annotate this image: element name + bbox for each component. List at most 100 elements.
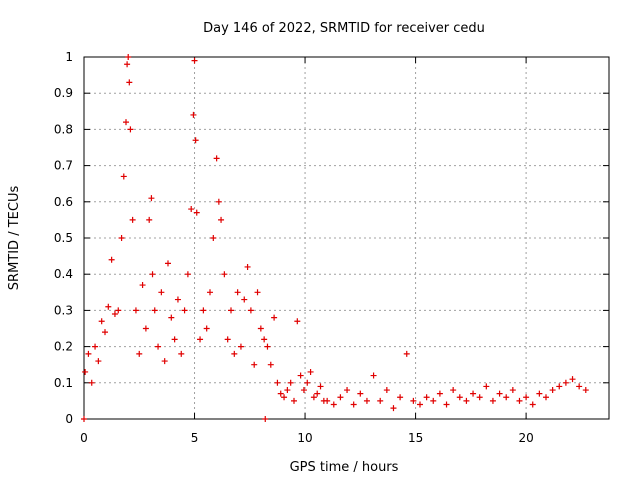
data-point — [197, 336, 204, 343]
x-tick-label: 10 — [297, 431, 312, 445]
data-point — [95, 358, 102, 365]
data-point — [383, 387, 390, 394]
data-point — [234, 289, 241, 296]
data-point — [476, 394, 483, 401]
data-point — [267, 361, 274, 368]
data-points — [81, 54, 589, 422]
data-point — [174, 296, 181, 303]
data-point — [123, 119, 129, 126]
data-point — [207, 289, 213, 296]
data-point — [105, 303, 112, 310]
data-point — [210, 235, 217, 241]
data-point — [562, 379, 569, 386]
data-point — [569, 376, 576, 383]
y-tick-label: 0.8 — [54, 122, 73, 136]
data-point — [324, 397, 331, 404]
data-point — [543, 394, 549, 401]
y-tick-label: 0.7 — [54, 159, 73, 173]
data-point — [228, 307, 234, 314]
data-point — [257, 325, 264, 332]
data-point — [294, 318, 301, 325]
data-point — [403, 350, 410, 357]
data-point — [120, 173, 127, 180]
data-point — [148, 195, 155, 202]
data-point — [430, 397, 437, 404]
data-point — [261, 336, 268, 343]
data-point — [155, 343, 162, 350]
data-point — [193, 209, 200, 216]
data-point — [184, 271, 191, 278]
data-point — [503, 394, 510, 401]
data-point — [221, 271, 228, 278]
data-point — [190, 111, 197, 118]
x-tick-label: 5 — [191, 431, 199, 445]
data-point — [417, 401, 423, 408]
grid-lines — [84, 57, 609, 419]
data-point — [397, 394, 404, 401]
data-point — [254, 289, 261, 296]
data-point — [115, 307, 122, 314]
data-point — [244, 263, 251, 270]
data-point — [436, 390, 443, 397]
data-point — [529, 401, 536, 408]
data-point — [344, 387, 351, 394]
data-point — [274, 379, 281, 386]
data-point — [188, 206, 195, 213]
data-point — [370, 372, 377, 379]
data-point — [218, 216, 225, 223]
data-point — [139, 282, 146, 289]
y-tick-label: 0.1 — [54, 376, 73, 390]
data-point — [509, 387, 516, 394]
data-point — [310, 394, 317, 401]
data-point — [149, 271, 156, 278]
data-point — [200, 307, 207, 314]
data-point — [330, 401, 337, 408]
data-point — [124, 61, 131, 68]
data-point — [363, 397, 370, 404]
data-point — [215, 198, 222, 205]
data-point — [264, 343, 271, 350]
data-point — [129, 216, 136, 223]
y-tick-label: 0.5 — [54, 231, 73, 245]
x-tick-label: 0 — [80, 431, 88, 445]
data-point — [582, 387, 589, 394]
data-point — [118, 235, 125, 241]
data-point — [287, 379, 294, 386]
data-point — [125, 54, 132, 60]
x-tick-label: 15 — [408, 431, 423, 445]
y-tick-label: 0.3 — [54, 303, 73, 317]
axis-ticks: 00.10.20.30.40.50.60.70.80.910 5 10 15 20 — [54, 50, 609, 445]
data-point — [126, 79, 133, 86]
data-point — [161, 358, 168, 365]
data-point — [536, 390, 543, 397]
data-point — [350, 401, 357, 408]
data-point — [151, 307, 158, 314]
data-point — [377, 397, 384, 404]
data-point — [102, 329, 108, 336]
data-point — [168, 314, 175, 321]
data-point — [463, 397, 470, 404]
data-point — [191, 57, 198, 64]
data-point — [247, 307, 254, 314]
data-point — [108, 256, 115, 263]
data-point — [111, 311, 118, 318]
data-point — [300, 387, 307, 394]
data-point — [523, 394, 530, 401]
data-point — [549, 387, 556, 394]
data-point — [483, 383, 490, 390]
data-point — [317, 383, 324, 390]
y-tick-label: 0.6 — [54, 195, 73, 209]
y-tick-label: 0.2 — [54, 340, 73, 354]
data-point — [82, 368, 89, 375]
data-point — [127, 126, 134, 133]
y-tick-label: 0.9 — [54, 86, 73, 100]
data-point — [443, 401, 450, 408]
data-point — [291, 397, 297, 404]
data-point — [241, 296, 248, 303]
data-point — [171, 336, 178, 343]
data-point — [231, 350, 238, 357]
data-point — [496, 390, 503, 397]
data-point — [81, 416, 87, 422]
data-point — [88, 379, 95, 386]
